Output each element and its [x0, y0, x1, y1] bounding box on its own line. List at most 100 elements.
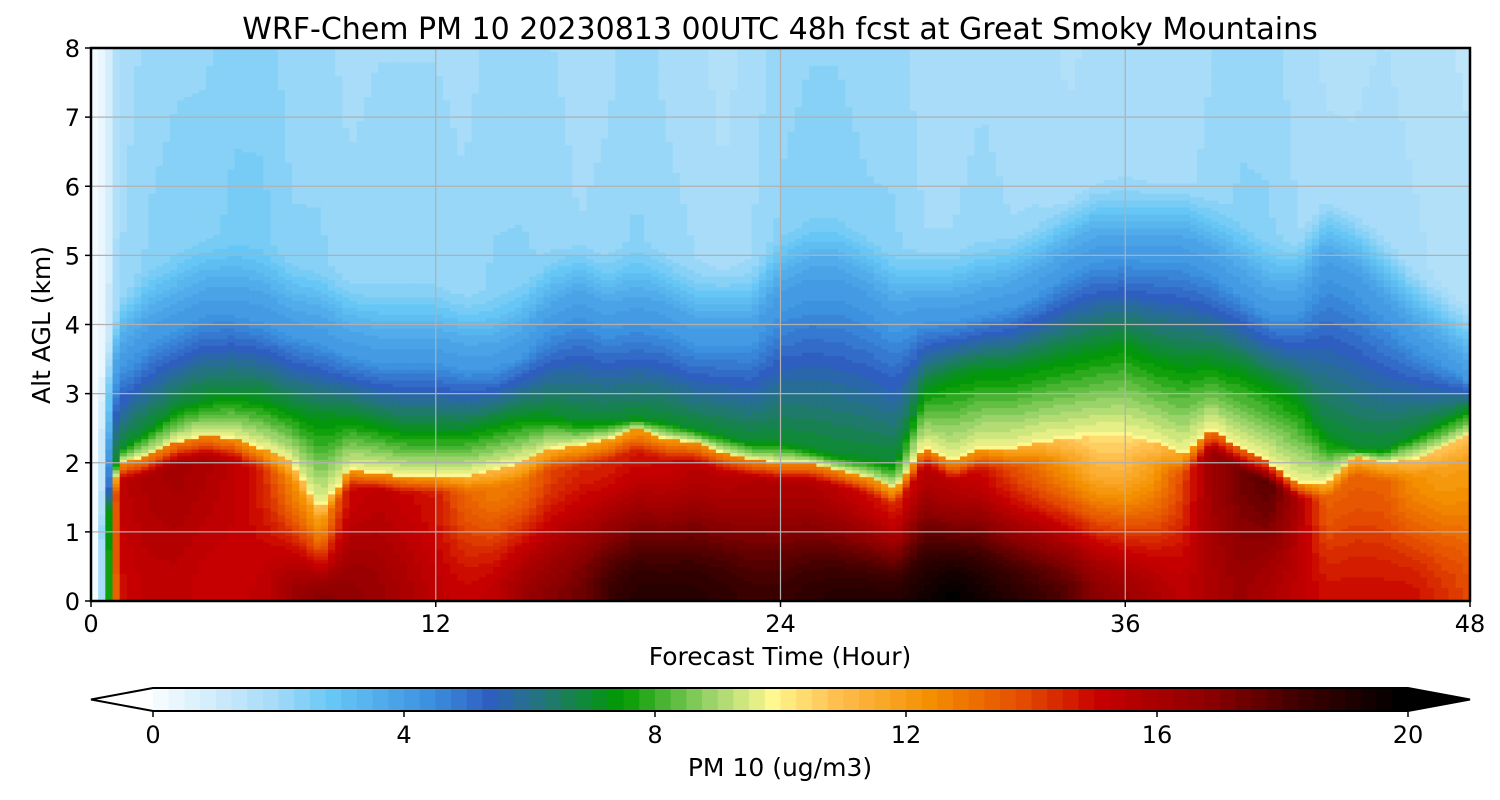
heatmap-cell: [220, 148, 229, 153]
heatmap-cell: [126, 362, 135, 367]
heatmap-cell: [134, 327, 142, 333]
heatmap-cell: [249, 469, 257, 474]
heatmap-cell: [162, 393, 171, 398]
heatmap-cell: [105, 262, 114, 267]
heatmap-cell: [141, 168, 150, 174]
heatmap-cell: [241, 397, 250, 402]
heatmap-cell: [277, 303, 286, 308]
heatmap-cell: [270, 359, 279, 364]
heatmap-cell: [220, 545, 229, 550]
heatmap-cell: [126, 300, 135, 305]
heatmap-cell: [220, 72, 229, 77]
heatmap-cell: [177, 321, 185, 326]
heatmap-cell: [162, 231, 171, 236]
heatmap-cell: [263, 251, 272, 256]
heatmap-cell: [256, 483, 264, 488]
heatmap-cell: [170, 241, 178, 246]
heatmap-cell: [170, 559, 178, 564]
heatmap-cell: [205, 442, 214, 447]
heatmap-cell: [134, 99, 142, 104]
heatmap-cell: [162, 158, 171, 163]
heatmap-cell: [191, 124, 200, 129]
heatmap-cell: [306, 507, 315, 512]
heatmap-cell: [234, 324, 243, 329]
heatmap-cell: [249, 518, 257, 523]
heatmap-cell: [263, 417, 272, 422]
heatmap-cell: [270, 86, 279, 91]
heatmap-cell: [162, 314, 171, 319]
heatmap-cell: [155, 317, 164, 322]
heatmap-cell: [170, 542, 178, 547]
heatmap-cell: [177, 51, 185, 56]
heatmap-cell: [277, 535, 286, 540]
heatmap-cell: [98, 531, 106, 536]
heatmap-cell: [119, 334, 128, 339]
heatmap-cell: [277, 293, 286, 298]
heatmap-cell: [284, 148, 293, 153]
heatmap-cell: [270, 435, 279, 440]
heatmap-cell: [220, 206, 229, 212]
heatmap-cell: [148, 390, 157, 395]
heatmap-cell: [292, 386, 300, 391]
heatmap-cell: [299, 473, 308, 478]
heatmap-cell: [220, 134, 229, 139]
heatmap-cell: [184, 289, 193, 294]
heatmap-cell: [306, 573, 315, 578]
heatmap-cell: [198, 345, 207, 350]
heatmap-cell: [184, 99, 193, 104]
heatmap-cell: [284, 448, 293, 453]
heatmap-cell: [112, 445, 121, 450]
heatmap-cell: [299, 545, 308, 550]
heatmap-cell: [184, 196, 193, 201]
heatmap-cell: [234, 327, 243, 333]
heatmap-cell: [191, 566, 200, 571]
heatmap-cell: [141, 321, 150, 326]
heatmap-cell: [270, 414, 279, 419]
heatmap-cell: [162, 289, 171, 294]
heatmap-cell: [249, 403, 257, 409]
heatmap-cell: [170, 310, 178, 315]
heatmap-cell: [270, 511, 279, 516]
heatmap-cell: [177, 175, 185, 180]
heatmap-cell: [134, 110, 142, 115]
heatmap-cell: [299, 549, 308, 554]
heatmap-cell: [177, 220, 185, 225]
heatmap-cell: [112, 580, 121, 585]
heatmap-cell: [141, 106, 150, 111]
heatmap-cell: [249, 296, 257, 301]
heatmap-cell: [270, 224, 279, 229]
heatmap-cell: [213, 435, 221, 440]
heatmap-cell: [292, 590, 300, 595]
heatmap-cell: [184, 528, 193, 533]
heatmap-cell: [198, 448, 207, 453]
heatmap-cell: [162, 186, 171, 191]
heatmap-cell: [126, 341, 135, 346]
heatmap-cell: [277, 296, 286, 301]
heatmap-cell: [270, 545, 279, 550]
heatmap-cell: [105, 307, 114, 312]
heatmap-cell: [198, 148, 207, 153]
heatmap-cell: [155, 144, 164, 149]
heatmap-cell: [184, 587, 193, 592]
heatmap-cell: [91, 155, 99, 160]
chart-title: WRF-Chem PM 10 20230813 00UTC 48h fcst a…: [242, 12, 1317, 47]
heatmap-cell: [256, 151, 264, 156]
heatmap-cell: [198, 213, 207, 218]
heatmap-cell: [220, 262, 229, 267]
heatmap-cell: [91, 583, 99, 588]
heatmap-cell: [306, 182, 315, 187]
heatmap-cell: [112, 514, 121, 519]
heatmap-cell: [299, 134, 308, 139]
heatmap-cell: [112, 175, 121, 180]
heatmap-cell: [162, 58, 171, 63]
heatmap-cell: [91, 590, 99, 595]
heatmap-cell: [184, 417, 193, 422]
heatmap-cell: [263, 521, 272, 526]
heatmap-cell: [213, 473, 221, 478]
heatmap-cell: [91, 61, 99, 66]
heatmap-cell: [241, 400, 250, 405]
heatmap-cell: [263, 421, 272, 426]
heatmap-cell: [263, 155, 272, 160]
heatmap-cell: [256, 120, 264, 125]
heatmap-cell: [177, 89, 185, 94]
